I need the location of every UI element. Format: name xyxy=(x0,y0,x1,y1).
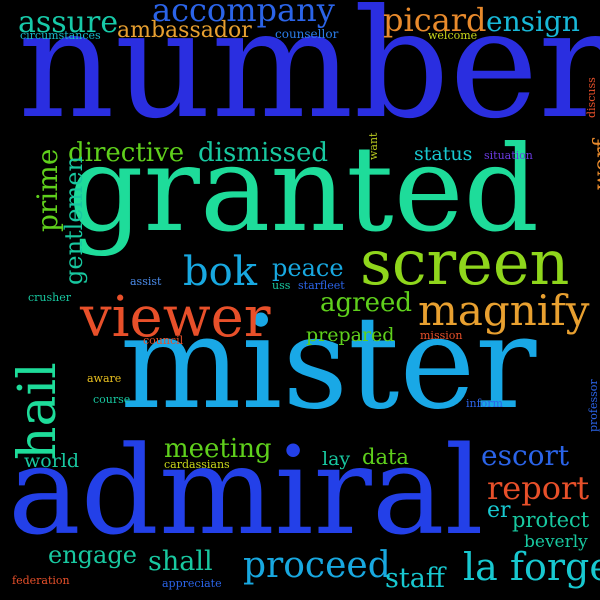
word-la-forge: la forge xyxy=(463,545,600,589)
word-want: want xyxy=(367,132,380,160)
word-assure: assure xyxy=(18,5,119,40)
word-er: er xyxy=(487,498,511,523)
word-status: status xyxy=(414,143,473,165)
word-ambassador: ambassador xyxy=(117,18,252,43)
word-prime: prime xyxy=(31,148,64,232)
word-discuss: discuss xyxy=(585,77,598,118)
word-situation: situation xyxy=(484,149,533,162)
word-agreed: agreed xyxy=(320,288,412,318)
word-hail: hail xyxy=(8,362,68,460)
word-screen: screen xyxy=(360,226,570,299)
word-staff: staff xyxy=(385,563,445,594)
word-viewer: viewer xyxy=(80,285,271,350)
word-professor: professor xyxy=(587,379,600,432)
word-beverly: beverly xyxy=(524,532,588,552)
word-gentlemen: gentlemen xyxy=(60,156,88,285)
word-engage: engage xyxy=(48,541,137,569)
word-aware: aware xyxy=(87,372,122,385)
word-shall: shall xyxy=(148,546,213,577)
word-escort: escort xyxy=(481,439,570,472)
word-crusher: crusher xyxy=(28,291,72,304)
word-assist: assist xyxy=(130,275,162,288)
word-directive: directive xyxy=(68,138,185,168)
word-peace: peace xyxy=(272,254,344,282)
word-council: council xyxy=(143,334,184,347)
word-uss: uss xyxy=(272,279,291,292)
word-bok: bok xyxy=(183,249,257,295)
word-starfleet: starfleet xyxy=(298,279,345,292)
word-circumstances: circumstances xyxy=(20,29,101,42)
word-accompany: accompany xyxy=(152,0,335,29)
word-number: number xyxy=(18,0,600,152)
word-report: report xyxy=(487,469,590,507)
word-magnify: magnify xyxy=(418,286,590,335)
word-counsellor: counsellor xyxy=(275,27,339,41)
word-data: data xyxy=(362,445,409,469)
word-course: course xyxy=(93,393,131,406)
word-prepared: prepared xyxy=(306,324,395,346)
word-meeting: meeting xyxy=(164,434,272,464)
word-world: world xyxy=(24,450,80,472)
word-federation: federation xyxy=(12,574,70,587)
word-lay: lay xyxy=(322,448,351,470)
word-granted: granted xyxy=(68,120,540,258)
word-appreciate: appreciate xyxy=(162,577,222,590)
word-proceed: proceed xyxy=(243,545,391,586)
word-mission: mission xyxy=(420,329,463,342)
word-worf: worf xyxy=(590,139,600,190)
word-picard: picard xyxy=(383,1,487,39)
word-mister: mister xyxy=(120,289,537,438)
word-cardassians: cardassians xyxy=(164,458,230,471)
word-ensign: ensign xyxy=(486,5,580,38)
word-inform: inform xyxy=(466,397,503,410)
word-protect: protect xyxy=(512,508,590,532)
word-welcome: welcome xyxy=(428,29,478,42)
word-dismissed: dismissed xyxy=(198,138,328,168)
word-admiral: admiral xyxy=(8,420,484,562)
